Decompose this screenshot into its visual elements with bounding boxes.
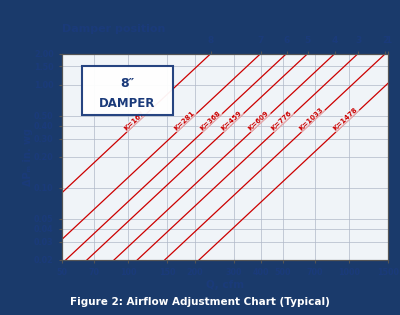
FancyBboxPatch shape	[82, 66, 173, 115]
Text: K=167: K=167	[123, 110, 146, 132]
Text: K=609: K=609	[247, 110, 270, 132]
Text: 8″: 8″	[120, 77, 134, 90]
Text: K=776: K=776	[270, 110, 293, 132]
Text: K=368: K=368	[199, 110, 222, 132]
Text: K=459: K=459	[220, 110, 243, 132]
X-axis label: Q, cfm: Q, cfm	[206, 280, 244, 290]
Text: K=281: K=281	[173, 110, 196, 132]
Y-axis label: ΔPₘ in. wg: ΔPₘ in. wg	[22, 128, 32, 186]
Text: K=1033: K=1033	[298, 106, 324, 132]
Text: Figure 2: Airflow Adjustment Chart (Typical): Figure 2: Airflow Adjustment Chart (Typi…	[70, 297, 330, 306]
Text: DAMPER: DAMPER	[99, 97, 155, 110]
X-axis label: Damper position: Damper position	[62, 24, 165, 34]
Text: K=1478: K=1478	[332, 106, 359, 132]
